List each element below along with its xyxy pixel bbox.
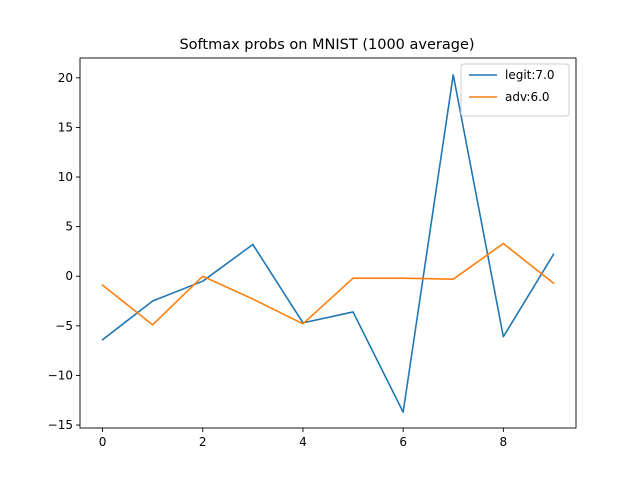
legend-box xyxy=(460,63,570,117)
x-tick-label: 6 xyxy=(399,435,407,449)
legend-label-0: legit:7.0 xyxy=(505,68,555,82)
axes-frame xyxy=(79,57,577,429)
y-tick-label: −5 xyxy=(55,319,73,333)
x-tick-label: 0 xyxy=(99,435,107,449)
x-tick-label: 2 xyxy=(199,435,207,449)
series-line-1 xyxy=(101,242,555,326)
legend-label-1: adv:6.0 xyxy=(505,90,550,104)
axes: 0 2 4 6 8 −15 −10 −5 0 5 10 15 20 xyxy=(48,57,577,449)
y-tick-label: 15 xyxy=(58,120,73,134)
y-tick-label: 5 xyxy=(65,220,73,234)
x-tick-label: 8 xyxy=(500,435,508,449)
y-tick-label: −15 xyxy=(48,418,73,432)
y-tick-label: 0 xyxy=(65,269,73,283)
y-tick-label: −10 xyxy=(48,368,73,382)
plot-area xyxy=(101,74,555,413)
chart-title: Softmax probs on MNIST (1000 average) xyxy=(179,37,474,53)
series-line-0 xyxy=(101,74,555,413)
x-tick-label: 4 xyxy=(299,435,307,449)
y-tick-label: 10 xyxy=(58,170,73,184)
y-tick-label: 20 xyxy=(58,71,73,85)
legend: legit:7.0 adv:6.0 xyxy=(460,63,570,117)
